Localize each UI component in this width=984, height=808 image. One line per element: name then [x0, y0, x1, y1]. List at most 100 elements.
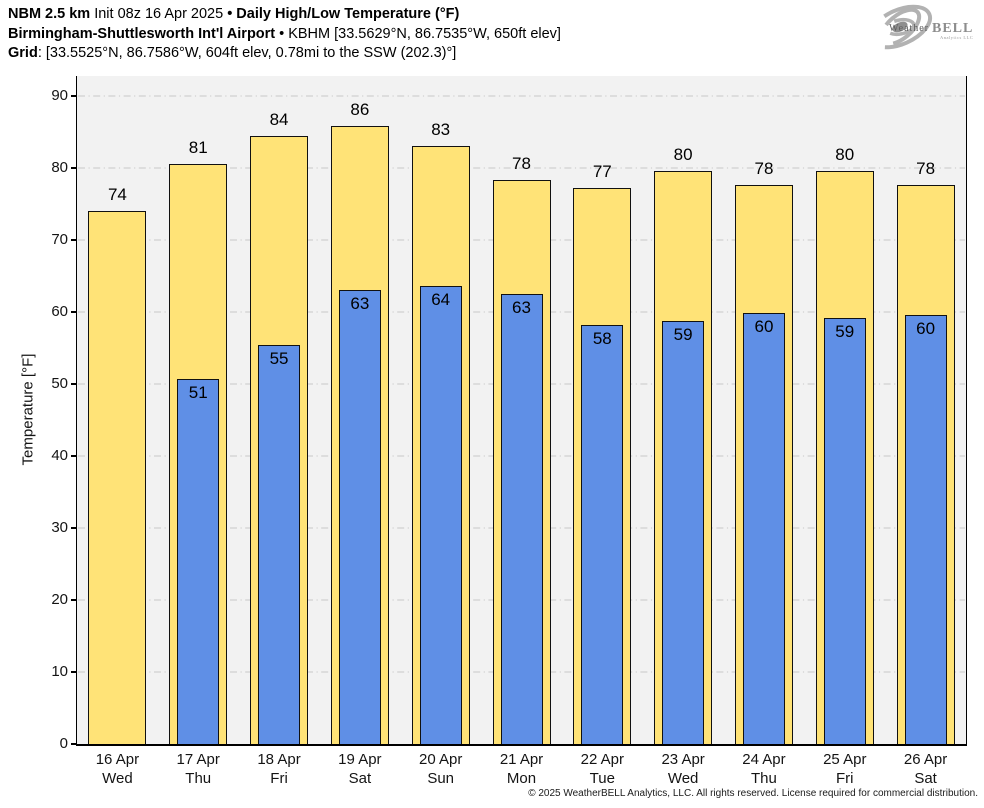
x-tick-weekday: Thu — [185, 770, 212, 787]
product-title: Daily High/Low Temperature (°F) — [236, 6, 460, 22]
x-tick-date: 24 Apr — [742, 751, 786, 768]
swirl-center — [892, 21, 908, 33]
high-value-label: 78 — [916, 158, 936, 178]
y-tick-label: 50 — [51, 374, 68, 392]
x-tick-date: 21 Apr — [499, 751, 544, 768]
y-axis-spine-right — [966, 76, 968, 745]
weatherbell-logo: Weather BELL Analytics LLC — [867, 4, 973, 50]
high-value-label: 84 — [269, 110, 289, 130]
x-tick-label: 20 Apr Sun — [396, 750, 486, 788]
y-axis-spine-left — [76, 76, 78, 745]
x-tick-weekday: Sat — [348, 770, 372, 787]
x-tick-weekday: Sat — [914, 770, 937, 787]
x-tick-label: 17 Apr Thu — [153, 750, 243, 788]
y-tick-mark — [71, 383, 77, 385]
high-value-label: 74 — [107, 185, 127, 205]
low-value-label: 58 — [592, 328, 612, 348]
x-tick-weekday: Thu — [751, 770, 777, 787]
y-tick-label: 10 — [51, 662, 68, 680]
chart-header: NBM 2.5 km Init 08z 16 Apr 2025 • Daily Hig… — [8, 5, 561, 64]
high-value-label: 80 — [835, 144, 855, 164]
x-tick-date: 23 Apr — [661, 751, 705, 768]
x-tick-label: 23 Apr Wed — [638, 750, 728, 788]
high-bar — [88, 211, 147, 744]
y-tick-label: 30 — [51, 518, 68, 536]
station-name: Birmingham-Shuttlesworth Int'l Airport — [8, 25, 276, 42]
model-name: NBM 2.5 km — [8, 6, 91, 22]
x-tick-weekday: Wed — [102, 770, 133, 787]
logo-text-weather: Weather — [889, 23, 929, 34]
high-value-label: 78 — [512, 153, 531, 173]
low-value-label: 55 — [269, 349, 289, 369]
logo-text-bell: BELL — [932, 21, 973, 36]
y-tick-label: 0 — [59, 734, 68, 752]
x-tick-label: 21 Apr Mon — [477, 750, 567, 788]
low-bar — [904, 314, 947, 744]
x-tick-date: 19 Apr — [338, 751, 382, 768]
low-value-label: 60 — [916, 318, 936, 338]
x-tick-date: 17 Apr — [176, 751, 220, 768]
x-tick-label: 26 Apr Sat — [881, 750, 971, 788]
low-value-label: 51 — [188, 382, 208, 402]
y-tick-mark — [71, 167, 77, 169]
x-tick-label: 25 Apr Fri — [800, 750, 890, 788]
x-tick-date: 16 Apr — [95, 751, 140, 768]
high-value-label: 78 — [754, 158, 774, 178]
high-value-label: 77 — [592, 162, 612, 182]
y-tick-mark — [71, 671, 77, 673]
x-tick-date: 22 Apr — [580, 751, 624, 768]
y-tick-label: 90 — [51, 86, 68, 104]
low-bar — [581, 324, 624, 744]
header-line-1: NBM 2.5 km Init 08z 16 Apr 2025 • Daily Hig… — [8, 5, 561, 25]
x-tick-label: 24 Apr Thu — [719, 750, 809, 788]
x-tick-label: 18 Apr Fri — [234, 750, 324, 788]
x-tick-weekday: Wed — [667, 770, 699, 787]
y-tick-mark — [71, 527, 77, 529]
x-tick-date: 18 Apr — [257, 751, 301, 768]
header-line-2: Birmingham-Shuttlesworth Int'l Airport • K… — [8, 25, 561, 45]
y-tick-mark — [71, 95, 77, 97]
x-tick-weekday: Sun — [427, 770, 455, 787]
low-value-label: 59 — [835, 322, 855, 342]
low-bar — [419, 286, 462, 744]
x-tick-date: 20 Apr — [418, 751, 463, 768]
low-value-label: 59 — [673, 325, 693, 345]
separator-bullet: • — [279, 25, 285, 42]
y-tick-mark — [71, 743, 77, 745]
low-bar — [258, 345, 301, 744]
low-bar — [500, 294, 543, 744]
y-tick-mark — [71, 311, 77, 313]
copyright-notice: © 2025 WeatherBELL Analytics, LLC. All r… — [528, 788, 978, 799]
low-bar — [742, 312, 785, 744]
y-tick-label: 20 — [51, 590, 68, 608]
y-tick-label: 60 — [51, 302, 68, 320]
x-tick-label: 16 Apr Wed — [72, 750, 162, 788]
y-tick-label: 70 — [51, 230, 68, 248]
high-value-label: 80 — [673, 144, 693, 164]
x-tick-weekday: Mon — [506, 770, 537, 787]
x-tick-weekday: Fri — [836, 770, 854, 787]
low-bar — [338, 289, 381, 744]
x-tick-weekday: Fri — [270, 770, 288, 787]
hurricane-swirl-icon — [867, 4, 933, 50]
init-time: Init 08z 16 Apr 2025 — [94, 6, 224, 22]
high-value-label: 83 — [431, 119, 451, 139]
separator-bullet: • — [227, 6, 233, 22]
y-tick-mark — [71, 599, 77, 601]
x-tick-weekday: Tue — [589, 770, 615, 787]
high-value-label: 86 — [350, 100, 370, 120]
low-value-label: 60 — [754, 316, 774, 336]
low-value-label: 63 — [350, 293, 370, 313]
x-tick-date: 26 Apr — [903, 751, 948, 768]
x-tick-date: 25 Apr — [823, 751, 867, 768]
y-tick-mark — [71, 455, 77, 457]
low-bar — [823, 318, 866, 744]
y-tick-mark — [71, 239, 77, 241]
y-tick-label: 40 — [51, 446, 68, 464]
grid-meta: : [33.5525°N, 86.7586°W, 604ft elev, 0.7… — [37, 45, 457, 61]
high-value-label: 81 — [188, 137, 208, 157]
station-meta: KBHM [33.5629°N, 86.7535°W, 650ft elev] — [288, 25, 561, 42]
y-tick-label: 80 — [51, 158, 68, 176]
x-tick-label: 22 Apr Tue — [557, 750, 647, 788]
